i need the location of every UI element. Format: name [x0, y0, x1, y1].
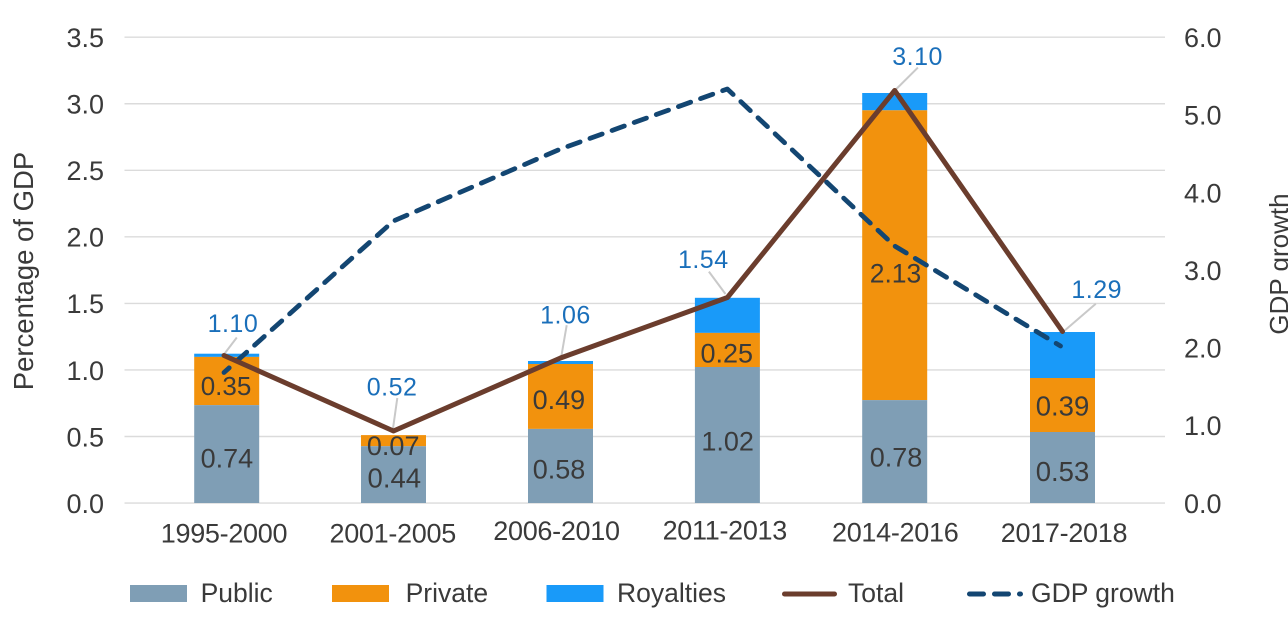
svg-text:1.5: 1.5 [66, 289, 104, 319]
svg-text:1.06: 1.06 [540, 302, 591, 330]
svg-text:0.52: 0.52 [367, 373, 418, 401]
svg-text:0.35: 0.35 [201, 371, 252, 401]
svg-text:0.5: 0.5 [66, 422, 104, 452]
svg-text:2011-2013: 2011-2013 [663, 515, 787, 545]
svg-text:1.29: 1.29 [1071, 276, 1122, 304]
svg-text:3.0: 3.0 [1184, 256, 1222, 286]
svg-text:0.58: 0.58 [533, 455, 586, 485]
svg-text:0.39: 0.39 [1036, 391, 1090, 422]
svg-text:0.25: 0.25 [701, 339, 754, 369]
svg-text:4.0: 4.0 [1184, 178, 1222, 208]
svg-text:0.78: 0.78 [870, 443, 923, 473]
svg-text:2.5: 2.5 [66, 156, 104, 186]
svg-text:GDP growth: GDP growth [1031, 578, 1175, 608]
svg-text:Private: Private [406, 578, 488, 608]
svg-text:GDP growth: GDP growth [1264, 193, 1288, 334]
svg-text:0.53: 0.53 [1036, 456, 1090, 487]
svg-text:2.13: 2.13 [870, 259, 922, 289]
svg-text:2006-2010: 2006-2010 [493, 516, 619, 546]
svg-text:1995-2000: 1995-2000 [161, 519, 287, 549]
svg-text:0.0: 0.0 [66, 489, 104, 519]
svg-text:2014-2016: 2014-2016 [832, 518, 958, 548]
svg-text:3.10: 3.10 [892, 43, 943, 71]
svg-text:5.0: 5.0 [1184, 101, 1222, 131]
svg-text:3.0: 3.0 [66, 90, 104, 120]
svg-text:0.07: 0.07 [367, 431, 420, 461]
svg-text:1.0: 1.0 [66, 356, 104, 386]
svg-text:0.0: 0.0 [1184, 489, 1222, 519]
svg-text:2.0: 2.0 [66, 223, 104, 253]
svg-text:1.0: 1.0 [1184, 411, 1222, 441]
svg-text:1.02: 1.02 [701, 426, 754, 456]
svg-text:2001-2005: 2001-2005 [329, 519, 455, 549]
svg-text:Public: Public [201, 578, 273, 608]
svg-text:0.44: 0.44 [368, 463, 422, 494]
svg-text:3.5: 3.5 [66, 23, 104, 53]
svg-text:0.49: 0.49 [533, 385, 586, 415]
svg-text:0.74: 0.74 [201, 444, 254, 474]
svg-text:2.0: 2.0 [1184, 334, 1222, 364]
svg-text:6.0: 6.0 [1184, 23, 1222, 53]
svg-text:2017-2018: 2017-2018 [1001, 518, 1127, 548]
svg-text:1.54: 1.54 [678, 246, 729, 274]
svg-text:Percentage of GDP: Percentage of GDP [8, 152, 39, 390]
svg-text:Total: Total [848, 578, 904, 608]
svg-text:1.10: 1.10 [208, 310, 259, 338]
svg-text:Royalties: Royalties [617, 578, 726, 608]
